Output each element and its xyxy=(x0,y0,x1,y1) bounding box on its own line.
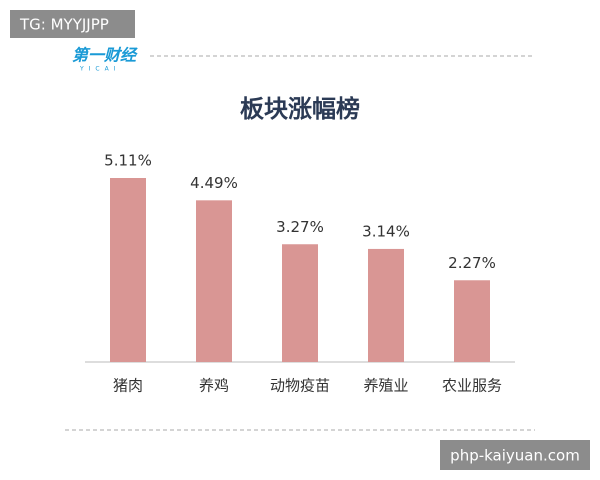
watermark-box xyxy=(440,440,590,470)
value-label: 4.49% xyxy=(190,174,238,192)
logo: 第一财经 xyxy=(72,46,138,65)
bar xyxy=(110,178,146,362)
x-tick-label: 动物疫苗 xyxy=(270,377,330,395)
watermark-box xyxy=(10,10,135,38)
x-tick-label: 养殖业 xyxy=(363,377,408,395)
bar xyxy=(454,280,490,362)
value-label: 2.27% xyxy=(448,254,496,272)
bar xyxy=(282,244,318,362)
watermark: TG: MYYJJPP xyxy=(19,16,109,34)
value-label: 3.14% xyxy=(362,222,410,240)
watermark: php-kaiyuan.com xyxy=(450,447,580,465)
bar xyxy=(196,200,232,362)
x-tick-label: 农业服务 xyxy=(442,377,502,395)
bar xyxy=(368,248,404,362)
x-tick-label: 养鸡 xyxy=(199,377,229,395)
x-tick-label: 猪肉 xyxy=(113,377,143,395)
logo-sub: YICAI xyxy=(79,66,121,73)
value-label: 5.11% xyxy=(104,152,152,170)
value-label: 3.27% xyxy=(276,218,324,236)
chart-title: 板块涨幅榜 xyxy=(240,95,360,123)
